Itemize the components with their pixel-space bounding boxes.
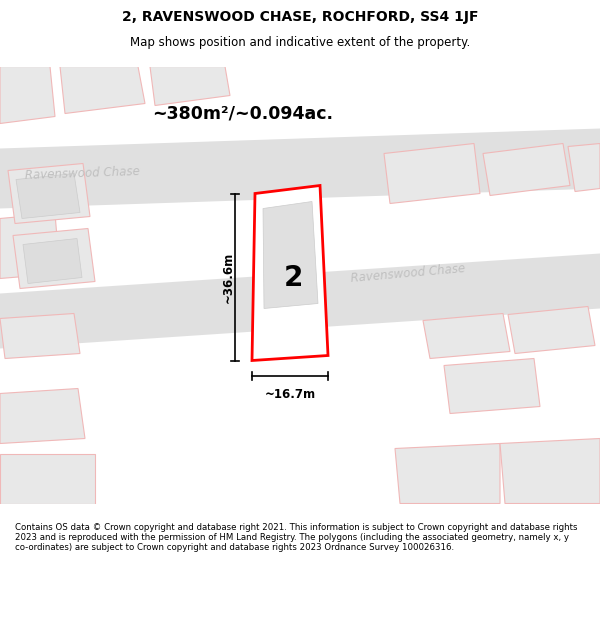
- Text: Map shows position and indicative extent of the property.: Map shows position and indicative extent…: [130, 36, 470, 49]
- Polygon shape: [13, 229, 95, 289]
- Text: ~36.6m: ~36.6m: [221, 251, 235, 302]
- Text: Ravenswood Chase: Ravenswood Chase: [350, 262, 466, 285]
- Polygon shape: [395, 444, 500, 504]
- Polygon shape: [483, 144, 570, 196]
- Polygon shape: [60, 66, 145, 114]
- Polygon shape: [150, 66, 230, 106]
- Polygon shape: [0, 389, 85, 444]
- Polygon shape: [23, 239, 82, 284]
- Polygon shape: [568, 144, 600, 191]
- Polygon shape: [0, 314, 80, 359]
- Polygon shape: [263, 201, 318, 309]
- Text: Contains OS data © Crown copyright and database right 2021. This information is : Contains OS data © Crown copyright and d…: [15, 522, 577, 552]
- Polygon shape: [0, 214, 60, 279]
- Polygon shape: [0, 66, 55, 124]
- Text: 2: 2: [283, 264, 302, 292]
- Polygon shape: [444, 359, 540, 414]
- Polygon shape: [508, 306, 595, 354]
- Text: 2, RAVENSWOOD CHASE, ROCHFORD, SS4 1JF: 2, RAVENSWOOD CHASE, ROCHFORD, SS4 1JF: [122, 9, 478, 24]
- Polygon shape: [500, 439, 600, 504]
- Polygon shape: [384, 144, 480, 204]
- Polygon shape: [252, 186, 328, 361]
- Text: ~16.7m: ~16.7m: [265, 388, 316, 401]
- Polygon shape: [16, 174, 80, 219]
- Text: ~380m²/~0.094ac.: ~380m²/~0.094ac.: [152, 104, 333, 122]
- Polygon shape: [8, 164, 90, 224]
- Polygon shape: [0, 454, 95, 504]
- Polygon shape: [423, 314, 510, 359]
- Polygon shape: [0, 129, 600, 209]
- Text: Ravenswood Chase: Ravenswood Chase: [25, 165, 140, 182]
- Polygon shape: [0, 254, 600, 349]
